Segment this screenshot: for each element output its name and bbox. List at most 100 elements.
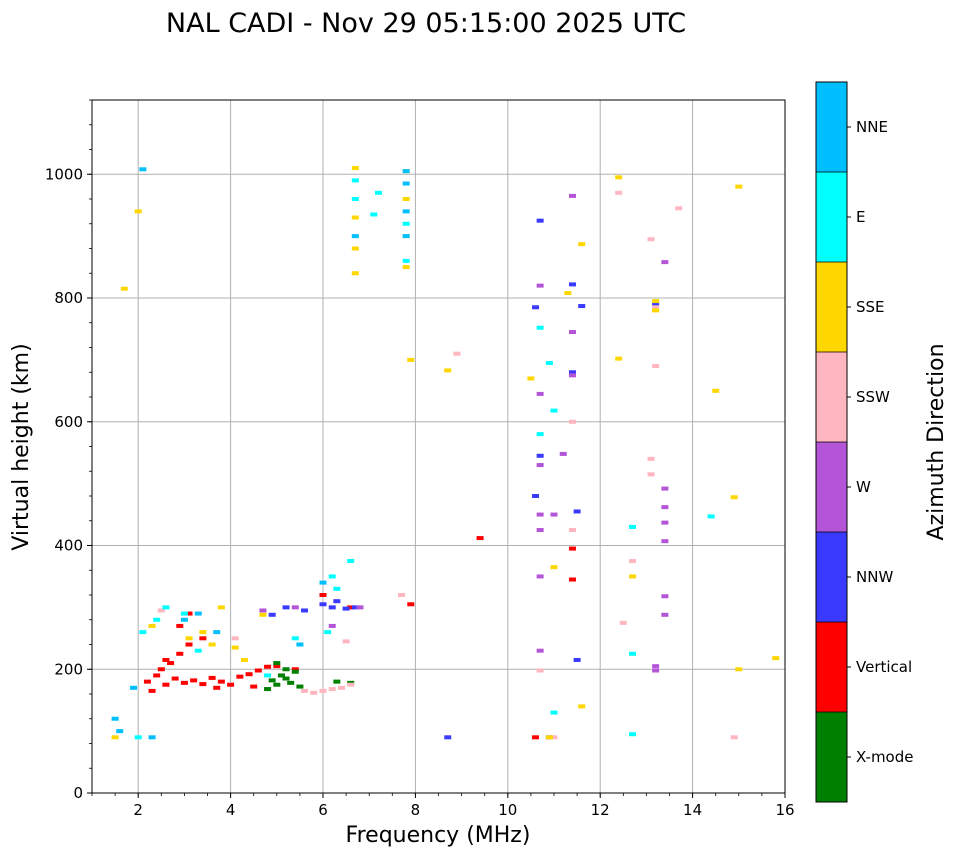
echo-point-vertical <box>162 682 170 687</box>
echo-point-sse <box>735 667 743 672</box>
echo-point-w <box>652 668 660 673</box>
echo-point-w <box>652 664 660 669</box>
echo-point-w <box>259 608 267 613</box>
echo-point-vertical <box>176 651 184 656</box>
y-tick-label: 400 <box>54 537 83 555</box>
echo-point-sse <box>629 574 637 579</box>
echo-point-ssw <box>652 305 660 310</box>
x-tick-label: 10 <box>498 801 517 819</box>
echo-point-sse <box>652 299 660 304</box>
echo-point-x-mode <box>282 667 290 672</box>
echo-point-w <box>356 605 364 610</box>
x-axis-label: Frequency (MHz) <box>346 823 531 848</box>
echo-point-e <box>134 735 142 740</box>
echo-point-nnw <box>532 494 540 498</box>
echo-point-w <box>559 451 567 456</box>
echo-point-nne <box>116 729 124 734</box>
echo-point-ssw <box>647 456 655 461</box>
echo-point-vertical <box>217 679 225 684</box>
echo-point-e <box>264 673 272 678</box>
echo-point-vertical <box>568 546 576 551</box>
echo-point-w <box>661 612 669 617</box>
echo-point-ssw <box>629 558 637 563</box>
echo-point-ssw <box>157 608 165 613</box>
echo-point-ssw <box>453 351 461 356</box>
echo-point-ssw <box>347 682 355 687</box>
y-axis-ticks: 0 200 400 600 800 1000 <box>45 99 92 802</box>
echo-point-w <box>536 648 544 653</box>
echo-point-w <box>536 391 544 396</box>
echo-point-x-mode <box>287 680 295 685</box>
colorbar-label: Azimuth Direction <box>924 343 949 540</box>
echo-point-ssw <box>319 688 327 693</box>
echo-point-x-mode <box>282 676 290 681</box>
y-tick-label: 800 <box>54 289 83 307</box>
echo-point-nnw <box>282 605 290 610</box>
echo-point-w <box>661 520 669 525</box>
echo-point-e <box>545 360 553 365</box>
colorbar-label-x-mode: X-mode <box>856 748 913 766</box>
x-tick-label: 16 <box>775 801 794 819</box>
echo-point-w <box>661 260 669 265</box>
x-tick-label: 6 <box>318 801 328 819</box>
echo-point-vertical <box>236 674 244 679</box>
echo-point-nnw <box>573 509 581 514</box>
echo-point-vertical <box>185 611 193 616</box>
echo-point-w <box>568 373 576 378</box>
echo-point-e <box>328 574 336 579</box>
echo-point-sse <box>578 242 586 247</box>
echo-point-e <box>324 630 332 635</box>
x-tick-label: 14 <box>683 801 702 819</box>
echo-point-x-mode <box>296 684 304 689</box>
echo-point-ssw <box>652 364 660 369</box>
echo-point-ssw <box>342 639 350 644</box>
echo-point-ssw <box>550 735 558 740</box>
echo-point-ssw <box>568 419 576 424</box>
echo-point-nne <box>402 209 410 214</box>
y-tick-label: 1000 <box>45 165 83 183</box>
echo-point-sse <box>259 612 267 617</box>
echo-point-sse <box>527 376 535 381</box>
echo-point-vertical <box>319 593 327 597</box>
echo-point-ssw <box>536 668 544 673</box>
echo-point-x-mode <box>291 669 299 674</box>
echo-point-x-mode <box>277 673 285 678</box>
echo-point-w <box>536 463 544 468</box>
echo-point-nnw <box>532 305 540 310</box>
echo-point-nnw <box>319 602 327 607</box>
echo-point-e <box>180 611 188 616</box>
echo-point-sse <box>402 265 410 270</box>
echo-point-x-mode <box>273 682 281 687</box>
echo-point-nnw <box>536 453 544 458</box>
echo-point-w <box>536 528 544 533</box>
echo-point-vertical <box>162 657 170 662</box>
colorbar-label-w: W <box>856 478 871 496</box>
echo-point-ssw <box>301 688 309 693</box>
echo-point-vertical <box>190 678 198 683</box>
echo-point-e <box>370 212 378 217</box>
echo-point-e <box>707 514 715 519</box>
echo-point-w <box>536 574 544 579</box>
echo-point-sse <box>402 197 410 201</box>
echo-point-w <box>568 330 576 335</box>
echo-point-e <box>374 190 382 195</box>
echo-point-vertical <box>153 673 161 678</box>
echo-point-sse <box>735 184 743 189</box>
echo-point-vertical <box>213 685 221 690</box>
colorbar-swatch-ssw <box>816 352 847 442</box>
echo-point-vertical <box>347 605 355 610</box>
y-tick-label: 600 <box>54 413 83 431</box>
echo-point-vertical <box>208 675 216 680</box>
colorbar: X-mode Vertical NNW W SSW SSE E NNE <box>815 81 913 803</box>
echo-point-vertical <box>264 664 272 669</box>
echo-point-nne <box>319 580 327 585</box>
echo-point-nne <box>148 735 156 740</box>
echo-point-vertical <box>273 664 281 669</box>
colorbar-swatch-w <box>816 442 847 532</box>
echo-point-vertical <box>180 680 188 685</box>
echo-point-sse <box>615 356 623 361</box>
echo-point-ssw <box>398 593 406 597</box>
echo-point-e <box>139 630 147 635</box>
echo-point-nnw <box>568 370 576 375</box>
